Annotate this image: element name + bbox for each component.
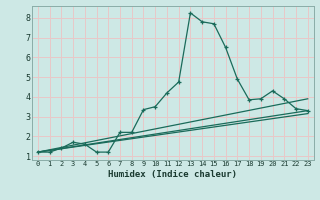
X-axis label: Humidex (Indice chaleur): Humidex (Indice chaleur) — [108, 170, 237, 179]
